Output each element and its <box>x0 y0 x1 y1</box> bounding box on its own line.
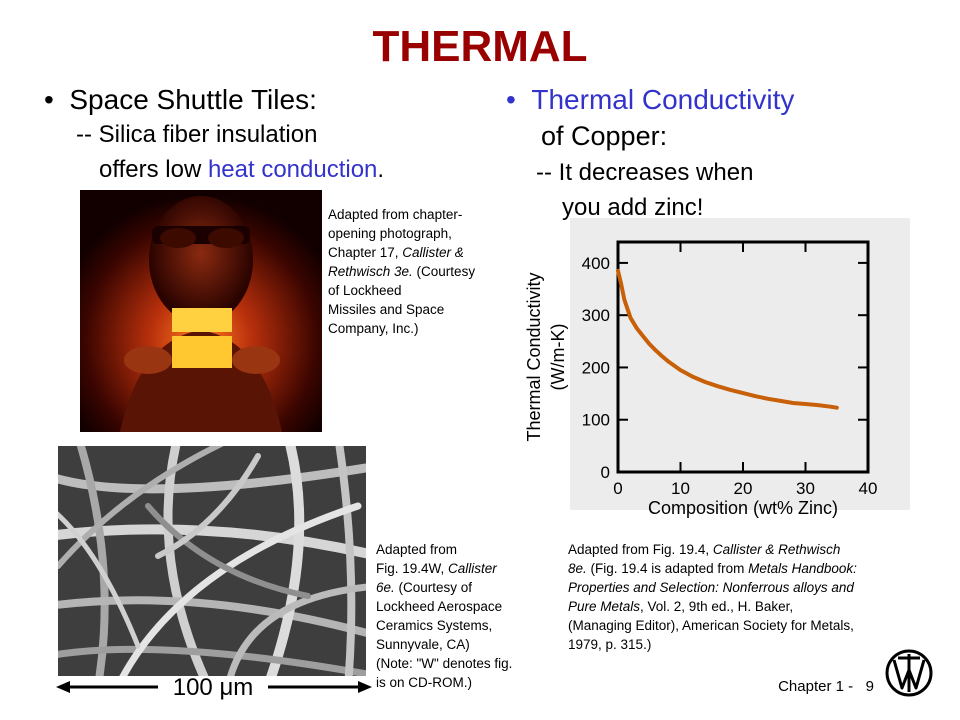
plot-border <box>616 240 870 474</box>
caption-line: Company, Inc.) <box>328 321 419 336</box>
bullet-icon: • <box>506 84 516 115</box>
right-subline-1: -- It decreases when <box>536 159 754 186</box>
caption-book-title: Callister & Rethwisch <box>712 542 841 557</box>
caption-text: Fig. 19.4W, <box>376 561 449 576</box>
caption-line: 6e. (Courtesy of <box>376 578 551 597</box>
wiley-logo-icon <box>885 649 933 697</box>
caption-line: of Lockheed <box>328 283 402 298</box>
caption-line: Adapted from chapter- <box>328 207 463 222</box>
plot-frame <box>616 240 870 474</box>
y-axis-label-line-1: Thermal Conductivity <box>524 272 544 441</box>
caption-line: is on CD-ROM.) <box>376 675 473 690</box>
caption-line: Adapted from <box>376 542 458 557</box>
caption-text: (Courtesy <box>412 264 476 279</box>
bullet-space-shuttle-tiles: • Space Shuttle Tiles: <box>44 84 317 116</box>
caption-line: opening photograph, <box>328 226 452 241</box>
caption-text: (Fig. 19.4 is adapted from <box>586 561 749 576</box>
caption-text: (Courtesy of <box>394 580 473 595</box>
y-tick-label: 300 <box>582 306 610 325</box>
y-tick-label: 0 <box>601 463 610 482</box>
caption-line: Sunnyvale, CA) <box>376 637 470 652</box>
axis-ticks <box>617 242 869 473</box>
left-subline-2-text: offers low <box>99 156 208 183</box>
caption-line: 1979, p. 315.) <box>568 637 652 652</box>
x-axis-label: Composition (wt% Zinc) <box>648 498 838 518</box>
footer-chapter-text: Chapter 1 - <box>778 678 854 695</box>
caption-book-title: Rethwisch 3e. <box>328 264 413 279</box>
silica-fiber-micrograph-drawing <box>58 446 366 676</box>
heat-conduction-emphasis: heat conduction <box>207 156 378 183</box>
y-tick-label: 400 <box>582 254 610 273</box>
shuttle-photo-caption: Adapted from chapter- opening photograph… <box>328 205 498 338</box>
caption-line: Lockheed Aerospace <box>376 599 503 614</box>
right-subline-2: you add zinc! <box>562 194 704 221</box>
left-subline-1: -- Silica fiber insulation <box>76 121 318 148</box>
caption-text: , Vol. 2, 9th ed., H. Baker, <box>640 599 794 614</box>
caption-line: Missiles and Space <box>328 302 445 317</box>
x-tick-label: 30 <box>796 479 815 498</box>
caption-line: Pure Metals, Vol. 2, 9th ed., H. Baker, <box>568 597 928 616</box>
bullet-thermal-conductivity: • Thermal Conductivity <box>506 84 794 116</box>
caption-line: Chapter 17, Callister & <box>328 243 498 262</box>
chart-caption: Adapted from Fig. 19.4, Callister & Reth… <box>568 540 928 654</box>
caption-book-title: 6e. <box>376 580 395 595</box>
chart-background <box>570 218 910 510</box>
caption-line: Rethwisch 3e. (Courtesy <box>328 262 498 281</box>
y-axis-label-line-2: (W/m-K) <box>548 324 568 391</box>
caption-line: Adapted from Fig. 19.4, Callister & Reth… <box>568 540 928 559</box>
caption-book-title: Callister <box>448 561 497 576</box>
x-tick-label: 20 <box>734 479 753 498</box>
bullet-text: Space Shuttle Tiles: <box>69 84 317 115</box>
caption-text: Chapter 17, <box>328 245 403 260</box>
scale-bar-arrow-left-icon <box>56 681 70 693</box>
scale-bar-label: 100 μm <box>172 674 254 701</box>
left-subline-2: offers low heat conduction. <box>99 156 384 184</box>
slide-title: THERMAL <box>372 22 588 71</box>
caption-line: Ceramics Systems, <box>376 618 493 633</box>
shuttle-tile-photo <box>80 190 322 432</box>
bullet-text: Thermal Conductivity <box>531 84 795 115</box>
scale-bar <box>56 681 372 693</box>
caption-book-title: Properties and Selection: Nonferrous all… <box>568 580 854 595</box>
caption-line: (Note: "W" denotes fig. <box>376 656 513 671</box>
shuttle-tile-photo-drawing <box>80 190 322 432</box>
x-tick-label: 0 <box>613 479 622 498</box>
x-tick-label: 40 <box>859 479 878 498</box>
scale-bar-arrow-right-icon <box>358 681 372 693</box>
micrograph-caption: Adapted from Fig. 19.4W, Callister 6e. (… <box>376 540 551 692</box>
footer-chapter-label: Chapter 1 - 9 <box>778 678 874 695</box>
silica-fiber-micrograph <box>58 446 366 676</box>
caption-line: 8e. (Fig. 19.4 is adapted from Metals Ha… <box>568 559 928 578</box>
series-line <box>616 268 839 410</box>
right-of-copper: of Copper: <box>541 121 668 151</box>
caption-book-title: 8e. <box>568 561 587 576</box>
caption-line: Fig. 19.4W, Callister <box>376 559 551 578</box>
caption-book-title: Pure Metals <box>568 599 641 614</box>
caption-line: Properties and Selection: Nonferrous all… <box>568 578 928 597</box>
y-tick-label: 100 <box>582 411 610 430</box>
caption-book-title: Metals Handbook: <box>748 561 857 576</box>
caption-book-title: Callister & <box>402 245 464 260</box>
caption-line: (Managing Editor), American Society for … <box>568 618 854 633</box>
x-tick-label: 10 <box>671 479 690 498</box>
left-subline-2-end: . <box>377 156 385 183</box>
footer-page-number: 9 <box>865 678 874 695</box>
bullet-icon: • <box>44 84 54 115</box>
y-tick-label: 200 <box>582 358 610 377</box>
caption-text: Adapted from Fig. 19.4, <box>568 542 713 557</box>
